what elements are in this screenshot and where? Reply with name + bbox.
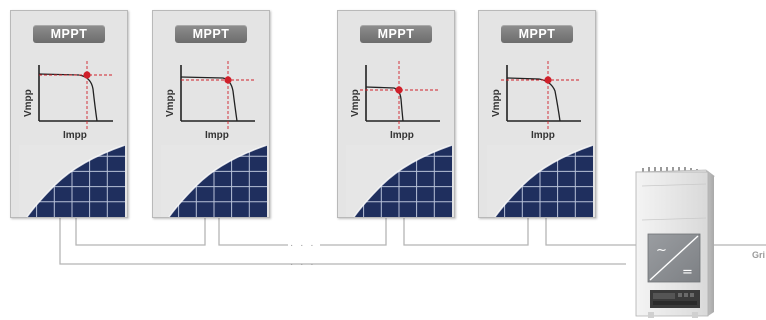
- lower-bus-wire: [59, 218, 626, 265]
- grid-label: Gri: [752, 250, 765, 260]
- mpp-point: [83, 71, 91, 79]
- x-axis-label: Impp: [531, 130, 555, 141]
- solar-panel-2: MPPT Vmpp Impp: [152, 10, 270, 218]
- peeled-corner: [19, 145, 125, 217]
- iv-curve: [180, 76, 238, 122]
- peeled-corner: [161, 145, 267, 217]
- solar-cell-array: [19, 141, 126, 218]
- x-axis-label: Impp: [63, 130, 87, 141]
- y-axis-label: Vmpp: [491, 89, 502, 117]
- iv-curve: [506, 77, 561, 122]
- peeled-corner: [346, 145, 452, 217]
- solar-panel-3: MPPT Vmpp Impp: [337, 10, 455, 218]
- upper-continuation-dots: · · ·: [290, 240, 316, 251]
- upper-bus-wire-e: [545, 218, 636, 246]
- x-axis-label: Impp: [390, 130, 414, 141]
- mppt-badge: MPPT: [360, 25, 432, 43]
- iv-curve-chart: Vmpp Impp: [491, 61, 581, 141]
- y-axis-label: Vmpp: [350, 89, 361, 117]
- iv-curve: [38, 73, 98, 122]
- upper-bus-wire-d: [403, 218, 529, 246]
- solar-panel-4: MPPT Vmpp Impp: [478, 10, 596, 218]
- x-axis-label: Impp: [205, 130, 229, 141]
- solar-panel-1: MPPT Vmpp Impp: [10, 10, 128, 218]
- upper-bus-wire-a: [75, 218, 206, 246]
- mpp-point: [544, 76, 552, 84]
- y-axis-label: Vmpp: [165, 89, 176, 117]
- peeled-corner: [487, 145, 593, 217]
- solar-cell-array: [161, 141, 268, 218]
- upper-bus-wire-c: [320, 218, 387, 246]
- ac-symbol: ~: [656, 243, 667, 258]
- lower-continuation-dots: · · ·: [290, 259, 316, 270]
- mppt-badge: MPPT: [33, 25, 105, 43]
- upper-bus-wire-b: [218, 218, 288, 246]
- solar-cell-array: [346, 141, 453, 218]
- solar-cell-array: [487, 141, 594, 218]
- y-axis-label: Vmpp: [23, 89, 34, 117]
- mppt-badge: MPPT: [501, 25, 573, 43]
- iv-curve-chart: Vmpp Impp: [23, 61, 113, 141]
- inverter: ~ =: [635, 167, 716, 318]
- mpp-point: [224, 76, 232, 84]
- dc-symbol: =: [682, 265, 693, 280]
- iv-curve-chart: Vmpp Impp: [165, 61, 255, 141]
- mppt-badge: MPPT: [175, 25, 247, 43]
- mpp-point: [395, 86, 403, 94]
- iv-curve-chart: Vmpp Impp: [350, 61, 440, 141]
